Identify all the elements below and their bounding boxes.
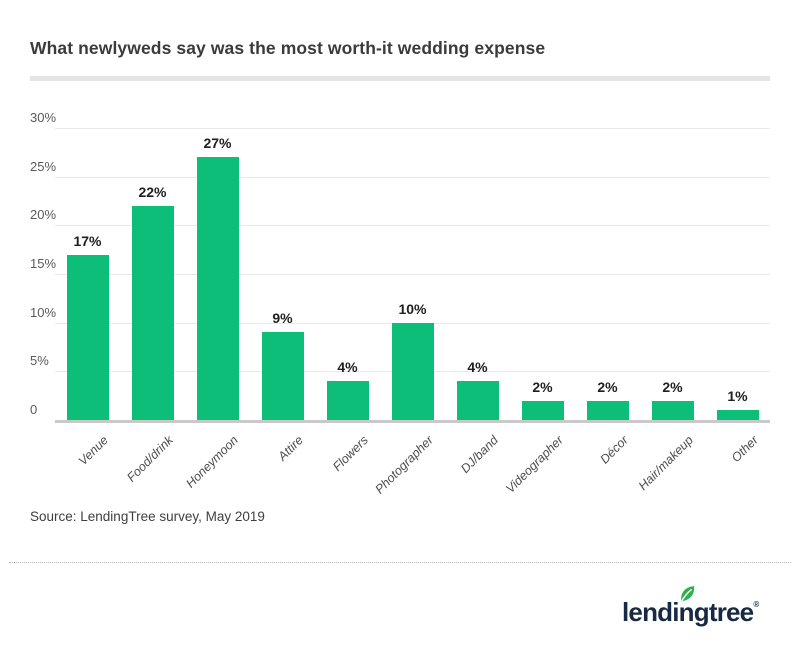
y-axis-tick-label: 5% [30, 353, 49, 369]
bar [196, 157, 239, 420]
footer-divider [9, 562, 791, 563]
bar [521, 400, 564, 420]
x-axis-category-label: Food/drink [123, 433, 176, 485]
lendingtree-logo: lendingtree® [622, 584, 774, 632]
registered-mark: ® [753, 600, 760, 609]
gridline [55, 128, 770, 129]
bar-value-label: 1% [727, 388, 748, 405]
x-axis-category-label: Honeymoon [182, 433, 241, 491]
y-axis-tick-label: 0 [30, 402, 38, 417]
y-axis-tick-label: 10% [30, 304, 57, 320]
bar-chart: 0 5% 10% 15% 20% 25% 30% 17% Venue 22% Food/drink 2… [30, 110, 770, 497]
x-axis-category-label: Venue [75, 433, 111, 469]
bar-value-label: 2% [532, 378, 553, 395]
y-axis-tick-label: 20% [30, 207, 57, 223]
bar-value-label: 4% [337, 359, 358, 376]
y-axis-tick-label: 15% [30, 256, 57, 271]
bar-value-label: 2% [662, 378, 683, 395]
bar [326, 381, 369, 420]
x-axis-category-label: DJ/band [457, 433, 501, 476]
x-axis-category-label: Other [728, 433, 761, 466]
title-divider [30, 76, 770, 81]
logo-wordmark: lendingtree® [622, 597, 760, 627]
bar [716, 410, 759, 420]
x-axis-category-label: Attire [274, 433, 306, 464]
bar [66, 254, 109, 420]
bar-value-label: 2% [597, 378, 618, 395]
bar-value-label: 10% [398, 300, 427, 317]
bar-value-label: 22% [138, 183, 167, 200]
source-note: Source: LendingTree survey, May 2019 [30, 509, 265, 524]
gridline [55, 225, 770, 227]
bar [391, 322, 434, 420]
x-axis-line [55, 420, 770, 423]
y-axis-tick-label: 25% [30, 158, 57, 174]
x-axis-category-label: Hair/makeup [635, 433, 696, 494]
bar-value-label: 27% [203, 135, 232, 152]
x-axis-category-label: Décor [596, 433, 631, 467]
bar [586, 400, 629, 420]
bar [456, 381, 499, 420]
x-axis-category-label: Photographer [371, 433, 436, 497]
bar [131, 205, 174, 420]
gridline [55, 274, 770, 275]
bar-value-label: 4% [467, 359, 488, 376]
bar [261, 332, 304, 420]
bar [651, 400, 694, 420]
bar-value-label: 9% [272, 310, 293, 327]
x-axis-category-label: Videographer [502, 433, 566, 496]
chart-title: What newlyweds say was the most worth-it… [30, 38, 546, 58]
leaf-icon [680, 586, 695, 602]
bar-value-label: 17% [73, 232, 102, 249]
gridline [55, 176, 770, 178]
x-axis-category-label: Flowers [329, 433, 371, 474]
y-axis-tick-label: 30% [30, 110, 57, 125]
